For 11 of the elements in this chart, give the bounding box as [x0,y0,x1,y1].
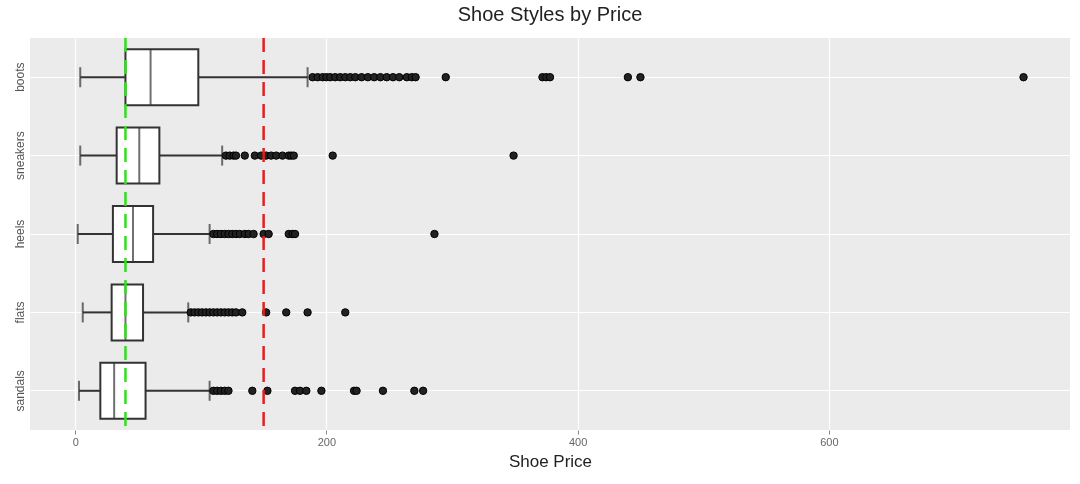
y-tick-label: sandals [12,370,27,412]
y-tick-label: boots [12,62,27,92]
y-tick-label: flats [12,301,27,324]
x-tick-label: 600 [820,435,839,448]
y-tick-label: sneakers [12,131,27,180]
y-tick-label: heels [12,219,27,249]
x-tick-label: 200 [317,435,337,448]
x-axis-title: Shoe Price [508,451,593,471]
chart-title: Shoe Styles by Price [457,2,643,25]
x-tick-label: 400 [568,435,588,448]
x-tick-label: 0 [72,435,79,448]
